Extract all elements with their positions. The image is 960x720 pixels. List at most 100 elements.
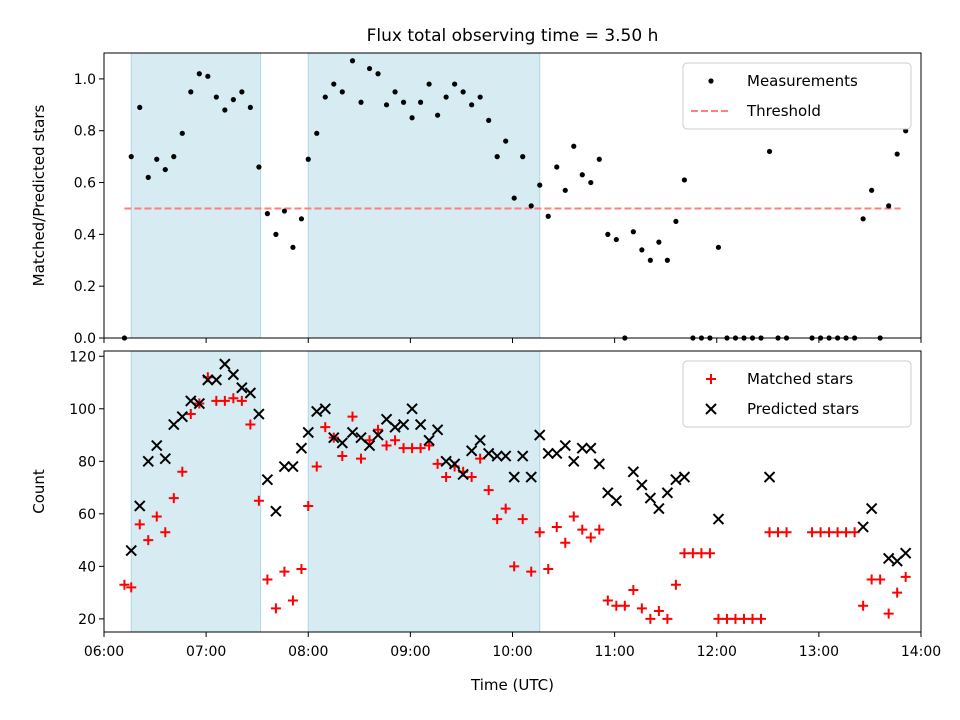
- data-point: [154, 156, 160, 162]
- data-point: [469, 102, 475, 108]
- data-point: [347, 411, 358, 422]
- data-point: [899, 547, 912, 559]
- data-point: [571, 143, 577, 149]
- data-point: [162, 166, 168, 173]
- data-point: [119, 579, 130, 590]
- data-point: [213, 94, 219, 100]
- data-point: [568, 511, 579, 522]
- data-point: [125, 544, 137, 557]
- data-point: [815, 527, 826, 538]
- data-point: [336, 437, 348, 449]
- data-point: [159, 452, 171, 465]
- bottom-panel: 20 40 60 80 100 120 06:00 07:00 08:00 09:00 10:00 1…: [30, 349, 941, 694]
- data-point: [179, 130, 185, 136]
- data-point: [278, 460, 291, 473]
- data-point: [262, 574, 273, 585]
- data-point: [440, 455, 452, 468]
- data-point: [562, 187, 568, 193]
- data-point: [134, 500, 146, 512]
- data-point: [311, 405, 323, 418]
- data-point: [244, 387, 257, 399]
- data-point: [222, 107, 228, 113]
- data-point: [239, 89, 245, 95]
- data-point: [860, 216, 866, 222]
- data-point: [824, 527, 835, 538]
- data-point: [713, 613, 724, 624]
- data-point: [160, 527, 171, 538]
- data-point: [423, 434, 435, 446]
- data-point: [525, 471, 537, 483]
- data-point: [611, 600, 622, 611]
- data-point: [322, 94, 328, 100]
- data-point: [457, 468, 469, 481]
- data-point: [542, 447, 554, 460]
- data-point: [406, 403, 418, 415]
- data-point: [205, 73, 211, 79]
- x-tick-label: 07:00: [186, 644, 226, 660]
- data-point: [279, 566, 290, 577]
- y-tick-label: 0.4: [74, 227, 96, 243]
- data-point: [534, 429, 546, 441]
- x-tick-label: 08:00: [288, 644, 328, 660]
- data-point: [892, 587, 903, 598]
- data-point: [390, 435, 401, 446]
- data-point: [373, 424, 384, 435]
- data-point: [766, 148, 773, 155]
- data-point: [448, 458, 461, 470]
- data-point: [528, 203, 534, 209]
- y-axis-label: Matched/Predicted stars: [30, 105, 48, 287]
- data-point: [475, 453, 486, 464]
- data-point: [409, 115, 415, 121]
- data-point: [295, 442, 308, 454]
- data-point: [747, 613, 758, 624]
- data-point: [594, 524, 605, 535]
- data-point: [196, 71, 202, 77]
- data-point: [151, 439, 163, 452]
- data-point: [585, 442, 597, 454]
- data-point: [520, 154, 526, 160]
- data-point: [492, 514, 503, 525]
- observing-window-2: [307, 350, 541, 633]
- data-point: [177, 466, 188, 477]
- data-point: [331, 81, 337, 87]
- data-point: [673, 218, 679, 225]
- y-tick-label: 80: [78, 454, 96, 470]
- data-point: [715, 244, 722, 250]
- data-point: [508, 471, 520, 483]
- data-point: [882, 552, 895, 565]
- y-tick-label: 120: [69, 349, 96, 365]
- series-matched-stars: [119, 372, 911, 624]
- data-point: [577, 524, 588, 535]
- data-point: [319, 403, 331, 415]
- data-point: [441, 472, 452, 483]
- data-point: [517, 450, 529, 462]
- data-point: [610, 494, 623, 507]
- x-tick-label: 14:00: [901, 644, 941, 660]
- data-point: [545, 213, 551, 219]
- data-point: [494, 154, 500, 160]
- data-point: [366, 65, 373, 72]
- data-point: [857, 521, 869, 533]
- data-point: [314, 130, 320, 136]
- data-point: [270, 603, 281, 614]
- data-point: [503, 138, 509, 144]
- legend-label: Measurements: [747, 72, 858, 90]
- data-point: [128, 154, 134, 160]
- y-tick-label: 0.2: [74, 279, 96, 295]
- data-point: [738, 613, 749, 624]
- y-tick-label: 0.0: [74, 331, 96, 347]
- x-tick-label: 13:00: [799, 644, 839, 660]
- data-point: [670, 473, 682, 486]
- data-point: [227, 368, 240, 381]
- data-point: [628, 584, 639, 595]
- data-point: [579, 172, 585, 178]
- data-point: [756, 613, 767, 624]
- data-point: [639, 247, 645, 253]
- data-point: [126, 582, 137, 593]
- data-point: [364, 435, 375, 446]
- data-point: [281, 208, 288, 214]
- data-point: [511, 195, 517, 201]
- data-point: [236, 382, 248, 394]
- x-tick-label: 10:00: [492, 644, 532, 660]
- data-point: [661, 487, 674, 499]
